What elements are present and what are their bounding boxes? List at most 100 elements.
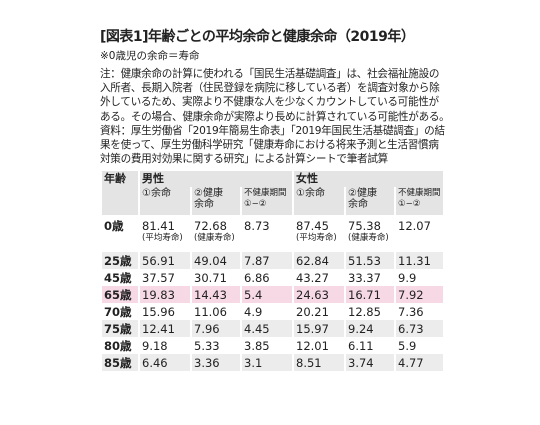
age: 85歳	[104, 355, 132, 370]
value-cell: 3.74	[344, 354, 396, 372]
column-header-line: 余命	[194, 199, 214, 211]
column-header-line: ①−②	[398, 199, 421, 210]
column-header: ①余命	[138, 187, 191, 216]
column-header: 不健康期間 ①−②	[239, 187, 294, 216]
value-cell: 5.33	[190, 337, 241, 355]
value: 7.96	[194, 321, 220, 336]
column-header-line: ②健康	[348, 188, 377, 200]
data-row: 70歳 15.96 11.06 4.9 20.21 12.85 7.36	[100, 303, 444, 321]
value: 8.51	[296, 355, 322, 370]
value-cell: 9.18	[138, 337, 191, 355]
value: 9.24	[348, 321, 374, 336]
value: 11.06	[194, 304, 227, 319]
value: 6.86	[244, 270, 270, 285]
group-header: 男性	[137, 171, 294, 188]
age-cell: 75歳	[100, 320, 139, 338]
value: 19.83	[142, 287, 175, 302]
value-cell: 7.87	[239, 252, 294, 270]
value: 7.36	[398, 304, 424, 319]
value: 3.85	[244, 338, 270, 353]
value-cell: 15.96	[138, 303, 191, 321]
value: 9.18	[142, 338, 168, 353]
column-header-line: ①−②	[244, 199, 267, 210]
value-cell: 4.9	[239, 303, 294, 321]
data-row: 25歳 56.91 49.04 7.87 62.84 51.53 11.31	[100, 252, 444, 270]
value: 30.71	[194, 270, 227, 285]
age-header: 年齢	[100, 171, 139, 188]
data-row: 0歳 81.41 (平均寿命) 72.68 (健康寿命) 8.73 87.45 (平均寿命) 7…	[100, 215, 444, 253]
value-cell: 16.71	[344, 286, 396, 304]
value: 33.37	[348, 270, 381, 285]
age: 25歳	[104, 253, 132, 268]
value-cell: 12.07	[394, 215, 444, 253]
column-header-line: 不健康期間	[244, 188, 287, 199]
age-cell: 80歳	[100, 337, 139, 355]
value-cell: 11.06	[190, 303, 241, 321]
age: 75歳	[104, 321, 132, 336]
value: 7.92	[398, 287, 424, 302]
header-row: 年齢 男性 女性	[100, 171, 444, 188]
value: 15.96	[142, 304, 175, 319]
value-cell: 12.41	[138, 320, 191, 338]
value-cell: 20.21	[292, 303, 346, 321]
value: 51.53	[348, 253, 381, 268]
age-cell: 25歳	[100, 252, 139, 270]
value-cell: 62.84	[292, 252, 346, 270]
value-cell: 24.63	[292, 286, 346, 304]
title: [図表1]年齢ごとの平均余命と健康余命（2019年）	[100, 29, 415, 45]
value: 75.38	[348, 219, 381, 234]
value: 4.45	[244, 321, 270, 336]
value: 49.04	[194, 253, 227, 268]
age-cell: 70歳	[100, 303, 139, 321]
value: 24.63	[296, 287, 329, 302]
value-cell: 5.4	[239, 286, 294, 304]
value: 5.33	[194, 338, 220, 353]
value-cell: 6.46	[138, 354, 191, 372]
value-cell: 14.43	[190, 286, 241, 304]
value: 11.31	[398, 253, 431, 268]
column-header-line: 余命	[348, 199, 369, 211]
value-cell: 12.85	[344, 303, 396, 321]
value-cell: 8.73	[239, 215, 294, 253]
value: 16.71	[348, 287, 381, 302]
value-cell: 30.71	[190, 269, 241, 287]
value: 3.36	[194, 355, 220, 370]
value-cell: 4.77	[394, 354, 444, 372]
value-cell: 49.04	[190, 252, 241, 270]
value: 6.11	[348, 338, 374, 353]
value-cell: 7.92	[394, 286, 444, 304]
value-cell: 72.68 (健康寿命)	[190, 215, 241, 253]
value-cell: 5.9	[394, 337, 444, 355]
zero-row-note: (健康寿命)	[348, 233, 389, 244]
value: 12.41	[142, 321, 175, 336]
subheader-row: ①余命 ②健康 余命 不健康期間 ①−② ①余命 ②健康 余命 不健康期間 ①−②	[100, 187, 444, 216]
value-cell: 19.83	[138, 286, 191, 304]
group-header: 女性	[292, 171, 444, 188]
value: 20.21	[296, 304, 329, 319]
value-cell: 75.38 (健康寿命)	[344, 215, 396, 253]
value-cell: 7.96	[190, 320, 241, 338]
subtitle: ※0歳児の余命＝寿命	[100, 50, 200, 62]
value: 4.77	[398, 355, 424, 370]
value-cell: 87.45 (平均寿命)	[292, 215, 346, 253]
value: 5.9	[398, 338, 417, 353]
value-cell: 7.36	[394, 303, 444, 321]
value: 62.84	[296, 253, 329, 268]
value: 12.85	[348, 304, 381, 319]
value: 6.73	[398, 321, 424, 336]
column-header: ②健康 余命	[344, 187, 396, 216]
zero-row-note: (平均寿命)	[296, 233, 337, 244]
value-cell: 6.11	[344, 337, 396, 355]
age: 65歳	[104, 287, 132, 302]
value-cell: 3.36	[190, 354, 241, 372]
value: 9.9	[398, 270, 417, 285]
column-header-line: ①余命	[296, 188, 325, 200]
value-cell: 15.97	[292, 320, 346, 338]
value: 81.41	[142, 219, 175, 234]
value-cell: 8.51	[292, 354, 346, 372]
value: 4.9	[244, 304, 263, 319]
value: 15.97	[296, 321, 329, 336]
column-header-line: ①余命	[142, 188, 171, 200]
column-header-line: 不健康期間	[398, 188, 441, 199]
blank	[100, 187, 139, 216]
